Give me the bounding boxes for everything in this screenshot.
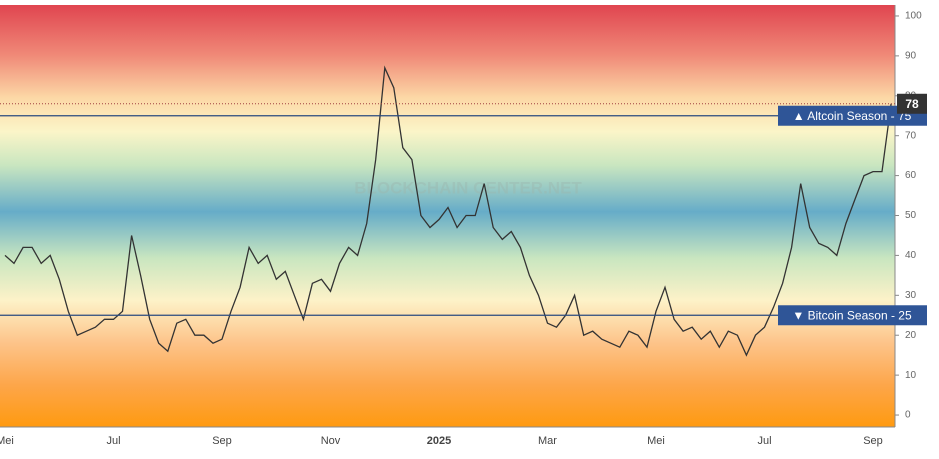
y-tick-label: 90 (905, 51, 917, 62)
x-tick-label: Mei (0, 435, 14, 447)
y-tick-label: 60 (905, 170, 917, 181)
x-tick-label: Nov (321, 435, 341, 447)
last-value-box (897, 93, 927, 114)
y-tick-label: 70 (905, 130, 917, 141)
x-tick-label: Jul (106, 435, 120, 447)
line-series (4, 65, 892, 357)
y-tick-label: 100 (905, 11, 922, 22)
y-tick-label: 50 (905, 210, 917, 221)
threshold-label-box (778, 105, 927, 126)
x-tick-label: Mar (538, 435, 557, 447)
y-tick-label: 40 (905, 250, 917, 261)
y-tick-label: 10 (905, 370, 917, 381)
threshold-label: ▼ Bitcoin Season - 25 (792, 308, 912, 322)
x-tick-label: Mei (647, 435, 665, 447)
y-tick-label: 20 (905, 330, 917, 341)
plot-background (0, 5, 895, 427)
y-tick-label: 0 (905, 410, 911, 421)
x-tick-label: Jul (757, 435, 771, 447)
x-tick-label: 2025 (427, 435, 451, 447)
x-tick-label: Sep (863, 435, 883, 447)
watermark: BLOCKCHAIN CENTER.NET (354, 178, 582, 197)
last-value-label: 78 (905, 97, 919, 111)
threshold-label-box (778, 305, 927, 326)
x-tick-label: Sep (212, 435, 232, 447)
y-tick-label: 30 (905, 290, 917, 301)
threshold-label: ▲ Altcoin Season - 75 (793, 109, 912, 123)
